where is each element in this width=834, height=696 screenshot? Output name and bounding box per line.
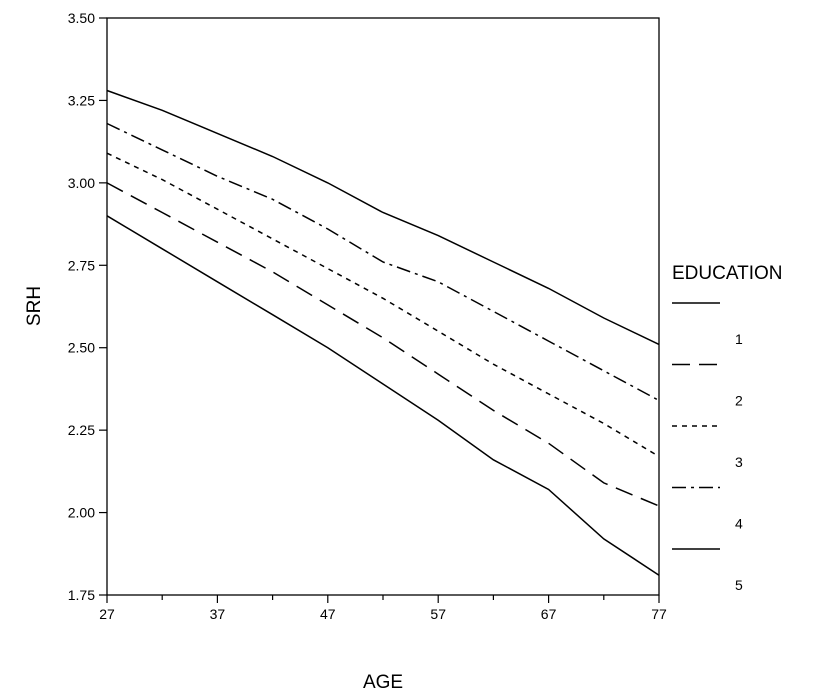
y-axis-ticks: 1.75 2.00 2.25 2.50 2.75 3.00 3.25 3.50	[68, 10, 107, 603]
y-tick-label: 3.25	[68, 92, 95, 108]
y-tick-label: 1.75	[68, 587, 95, 603]
x-tick-label: 37	[210, 606, 226, 622]
x-tick-label: 77	[651, 606, 667, 622]
series-lines	[106, 89, 660, 576]
plot-frame	[106, 17, 660, 596]
legend: 1 2 3 4 5	[672, 302, 743, 593]
series-line-1	[106, 215, 660, 576]
series-line-5	[106, 89, 660, 346]
y-tick-label: 2.00	[68, 505, 95, 521]
y-tick-label: 2.25	[68, 422, 95, 438]
y-axis-title: SRH	[24, 286, 45, 326]
series-line-3	[106, 152, 660, 458]
x-tick-label: 27	[99, 606, 115, 622]
legend-label-5: 5	[735, 577, 743, 593]
legend-label-3: 3	[735, 454, 743, 470]
x-axis-title: AGE	[363, 672, 403, 693]
y-tick-label: 3.00	[68, 175, 95, 191]
series-line-2	[106, 182, 660, 507]
x-tick-label: 67	[541, 606, 557, 622]
series-line-4	[106, 122, 660, 402]
y-tick-label: 3.50	[68, 10, 95, 26]
legend-title: EDUCATION	[672, 263, 782, 284]
legend-label-2: 2	[735, 393, 743, 409]
x-tick-label: 57	[430, 606, 446, 622]
legend-label-4: 4	[735, 516, 743, 532]
legend-label-1: 1	[735, 331, 743, 347]
x-axis-ticks: 27 37 47 57 67 77	[99, 595, 667, 622]
x-tick-label: 47	[320, 606, 336, 622]
y-tick-label: 2.75	[68, 257, 95, 273]
y-tick-label: 2.50	[68, 340, 95, 356]
